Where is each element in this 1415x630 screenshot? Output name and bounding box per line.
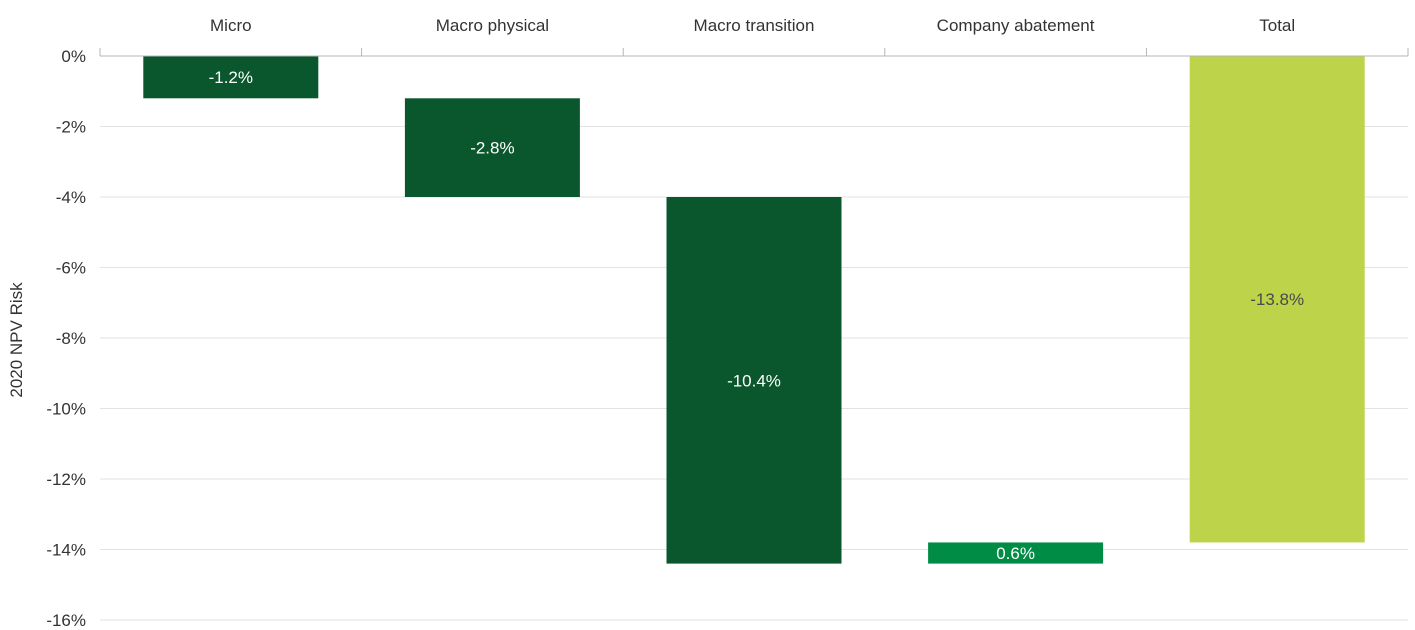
x-category-label: Company abatement bbox=[937, 16, 1095, 35]
x-category-label: Micro bbox=[210, 16, 252, 35]
y-tick-label: -12% bbox=[46, 470, 86, 489]
y-tick-label: -4% bbox=[56, 188, 86, 207]
y-tick-label: -16% bbox=[46, 611, 86, 630]
x-category-label: Macro physical bbox=[436, 16, 549, 35]
y-tick-label: -6% bbox=[56, 259, 86, 278]
x-category-label: Total bbox=[1259, 16, 1295, 35]
y-tick-label: 0% bbox=[61, 47, 86, 66]
bar bbox=[404, 98, 580, 197]
y-axis-ticks: 0% -2% -4% -6% -8% -10% -12% -14% -16% bbox=[46, 47, 86, 630]
y-tick-label: -2% bbox=[56, 118, 86, 137]
x-axis: Micro Macro physical Macro transition Compa… bbox=[99, 16, 1409, 57]
y-tick-label: -10% bbox=[46, 400, 86, 419]
bar bbox=[928, 542, 1104, 564]
bar-value-label: -13.8% bbox=[1250, 290, 1304, 309]
bar bbox=[1189, 56, 1365, 543]
bar bbox=[143, 56, 319, 99]
y-tick-label: -14% bbox=[46, 541, 86, 560]
bar-value-label: -2.8% bbox=[470, 139, 514, 158]
bar bbox=[666, 197, 842, 564]
x-category-label: Macro transition bbox=[694, 16, 815, 35]
bar-value-label: -10.4% bbox=[727, 371, 781, 390]
bar-value-label: 0.6% bbox=[996, 544, 1035, 563]
y-axis-title: 2020 NPV Risk bbox=[7, 282, 26, 398]
bars: -1.2% -2.8% -10.4% 0.6% -13.8% bbox=[143, 56, 1365, 564]
bar-value-label: -1.2% bbox=[209, 68, 253, 87]
y-tick-label: -8% bbox=[56, 329, 86, 348]
